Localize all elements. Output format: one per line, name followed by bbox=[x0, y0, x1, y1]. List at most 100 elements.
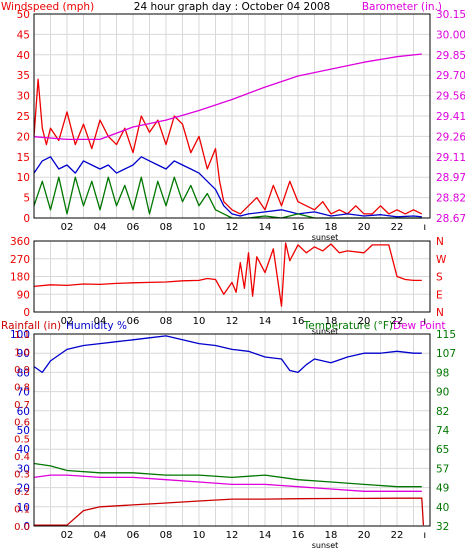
y-right-tick-label: 82 bbox=[436, 406, 449, 418]
x-end-tick: ı bbox=[423, 316, 426, 327]
y-right-tick-label: 29.70 bbox=[436, 70, 465, 82]
sunset-marker-label: sunset bbox=[312, 233, 339, 242]
x-tick-label: 12 bbox=[226, 316, 239, 327]
y-left-tick-label: 0 bbox=[23, 521, 30, 533]
y-left-sub-tick-label: 0.7 bbox=[14, 400, 30, 411]
y-left-tick-label: 90 bbox=[17, 289, 30, 301]
y-left-sub-tick-label: 0.6 bbox=[14, 417, 30, 428]
x-tick-label: 14 bbox=[259, 530, 272, 541]
x-tick-label: 12 bbox=[226, 222, 239, 233]
y-right-tick-label: 28.97 bbox=[436, 172, 465, 184]
y-left-tick-label: 80 bbox=[17, 367, 30, 379]
y-right-tick-label: 115 bbox=[436, 329, 456, 341]
y-right-tick-label: 29.26 bbox=[436, 131, 465, 143]
y-left-tick-label: 30 bbox=[17, 91, 30, 103]
chart-title: 24 hour graph day : October 04 2008 bbox=[134, 1, 330, 13]
y-left-tick-label: 20 bbox=[17, 483, 30, 495]
rainfall-axis-label: Rainfall (in) bbox=[1, 320, 61, 332]
y-left-sub-tick-label: 1.1 bbox=[14, 330, 30, 341]
y-left-tick-label: 10 bbox=[17, 502, 30, 514]
x-tick-label: 02 bbox=[61, 222, 74, 233]
y-right-tick-label: 28.82 bbox=[436, 193, 465, 205]
panel-frame bbox=[33, 333, 431, 527]
y-left-tick-label: 15 bbox=[17, 152, 30, 164]
dewpoint-axis-label: Dew Point bbox=[393, 320, 446, 332]
series-line-magenta bbox=[33, 53, 422, 141]
x-end-tick: ı bbox=[423, 530, 426, 541]
x-tick-label: 18 bbox=[325, 222, 338, 233]
y-left-tick-label: 45 bbox=[17, 29, 30, 41]
x-tick-label: 10 bbox=[193, 530, 206, 541]
y-right-tick-label: 98 bbox=[436, 367, 449, 379]
x-tick-label: 08 bbox=[160, 530, 173, 541]
y-left-tick-label: 40 bbox=[17, 50, 30, 62]
y-left-sub-tick-label: 0.8 bbox=[14, 382, 30, 393]
x-tick-label: 14 bbox=[259, 316, 272, 327]
x-tick-label: 20 bbox=[358, 530, 371, 541]
y-right-tick-label: E bbox=[436, 289, 443, 301]
y-left-tick-label: 70 bbox=[17, 387, 30, 399]
x-tick-label: 22 bbox=[391, 316, 404, 327]
x-tick-label: 22 bbox=[391, 530, 404, 541]
humidity-axis-label: Humidity % bbox=[66, 320, 127, 332]
chart-panels: 0 5 10 15 20 25 30 35 40 45 50 28.67 28.82 28.97 29.11… bbox=[10, 9, 465, 550]
x-tick-label: 16 bbox=[292, 530, 305, 541]
x-tick-label: 08 bbox=[160, 316, 173, 327]
y-right-tick-label: 29.85 bbox=[436, 50, 465, 62]
y-left-tick-label: 100 bbox=[10, 329, 30, 341]
x-tick-label: 20 bbox=[358, 222, 371, 233]
x-tick-label: 16 bbox=[292, 316, 305, 327]
x-tick-label: 10 bbox=[193, 222, 206, 233]
y-left-sub-tick-label: 0.5 bbox=[14, 435, 30, 446]
y-right-tick-label: N bbox=[436, 307, 444, 319]
y-right-tick-label: 30.00 bbox=[436, 29, 465, 41]
series-line-green bbox=[33, 462, 422, 488]
y-right-tick-label: N bbox=[436, 236, 444, 248]
y-left-sub-tick-label: 0.9 bbox=[14, 365, 30, 376]
y-right-tick-label: 57 bbox=[436, 463, 449, 475]
series-line-blue bbox=[33, 335, 422, 374]
y-left-tick-label: 180 bbox=[10, 272, 30, 284]
x-tick-label: 04 bbox=[94, 222, 107, 233]
y-left-tick-label: 90 bbox=[17, 348, 30, 360]
y-right-tick-label: 49 bbox=[436, 483, 449, 495]
series-line-red bbox=[33, 78, 423, 215]
y-right-tick-label: 29.56 bbox=[436, 91, 465, 103]
windspeed-axis-label: Windspeed (mph) bbox=[1, 1, 94, 13]
x-tick-label: 02 bbox=[61, 530, 74, 541]
y-right-tick-label: 107 bbox=[436, 348, 456, 360]
panel-frame bbox=[33, 240, 431, 313]
y-left-sub-tick-label: 0.0 bbox=[14, 522, 30, 533]
y-left-tick-label: 270 bbox=[10, 254, 30, 266]
x-tick-label: 22 bbox=[391, 222, 404, 233]
x-tick-label: 18 bbox=[325, 316, 338, 327]
y-right-tick-label: 90 bbox=[436, 387, 449, 399]
y-left-sub-tick-label: 0.1 bbox=[14, 505, 30, 516]
y-right-tick-label: 28.67 bbox=[436, 213, 465, 225]
sunset-marker-label: sunset bbox=[312, 541, 339, 550]
series-line-red bbox=[33, 242, 422, 307]
x-tick-label: 02 bbox=[61, 316, 74, 327]
y-left-tick-label: 5 bbox=[23, 193, 30, 205]
y-right-tick-label: S bbox=[436, 272, 443, 284]
y-left-tick-label: 60 bbox=[17, 406, 30, 418]
x-tick-label: 10 bbox=[193, 316, 206, 327]
x-tick-label: 04 bbox=[94, 530, 107, 541]
x-tick-label: 12 bbox=[226, 530, 239, 541]
x-tick-label: 06 bbox=[127, 222, 140, 233]
series-line-magenta bbox=[33, 474, 422, 492]
x-tick-label: 04 bbox=[94, 316, 107, 327]
y-right-tick-label: 29.11 bbox=[436, 152, 465, 164]
x-tick-label: 06 bbox=[127, 316, 140, 327]
y-right-tick-label: 74 bbox=[436, 425, 450, 437]
y-right-tick-label: 30.15 bbox=[436, 9, 465, 21]
y-left-tick-label: 10 bbox=[17, 172, 30, 184]
y-left-tick-label: 30 bbox=[17, 463, 30, 475]
y-left-tick-label: 25 bbox=[17, 111, 30, 123]
y-left-tick-label: 50 bbox=[17, 9, 30, 21]
y-right-tick-label: 40 bbox=[436, 502, 449, 514]
y-left-tick-label: 35 bbox=[17, 70, 30, 82]
y-right-tick-label: 29.41 bbox=[436, 111, 465, 123]
y-left-tick-label: 50 bbox=[17, 425, 30, 437]
